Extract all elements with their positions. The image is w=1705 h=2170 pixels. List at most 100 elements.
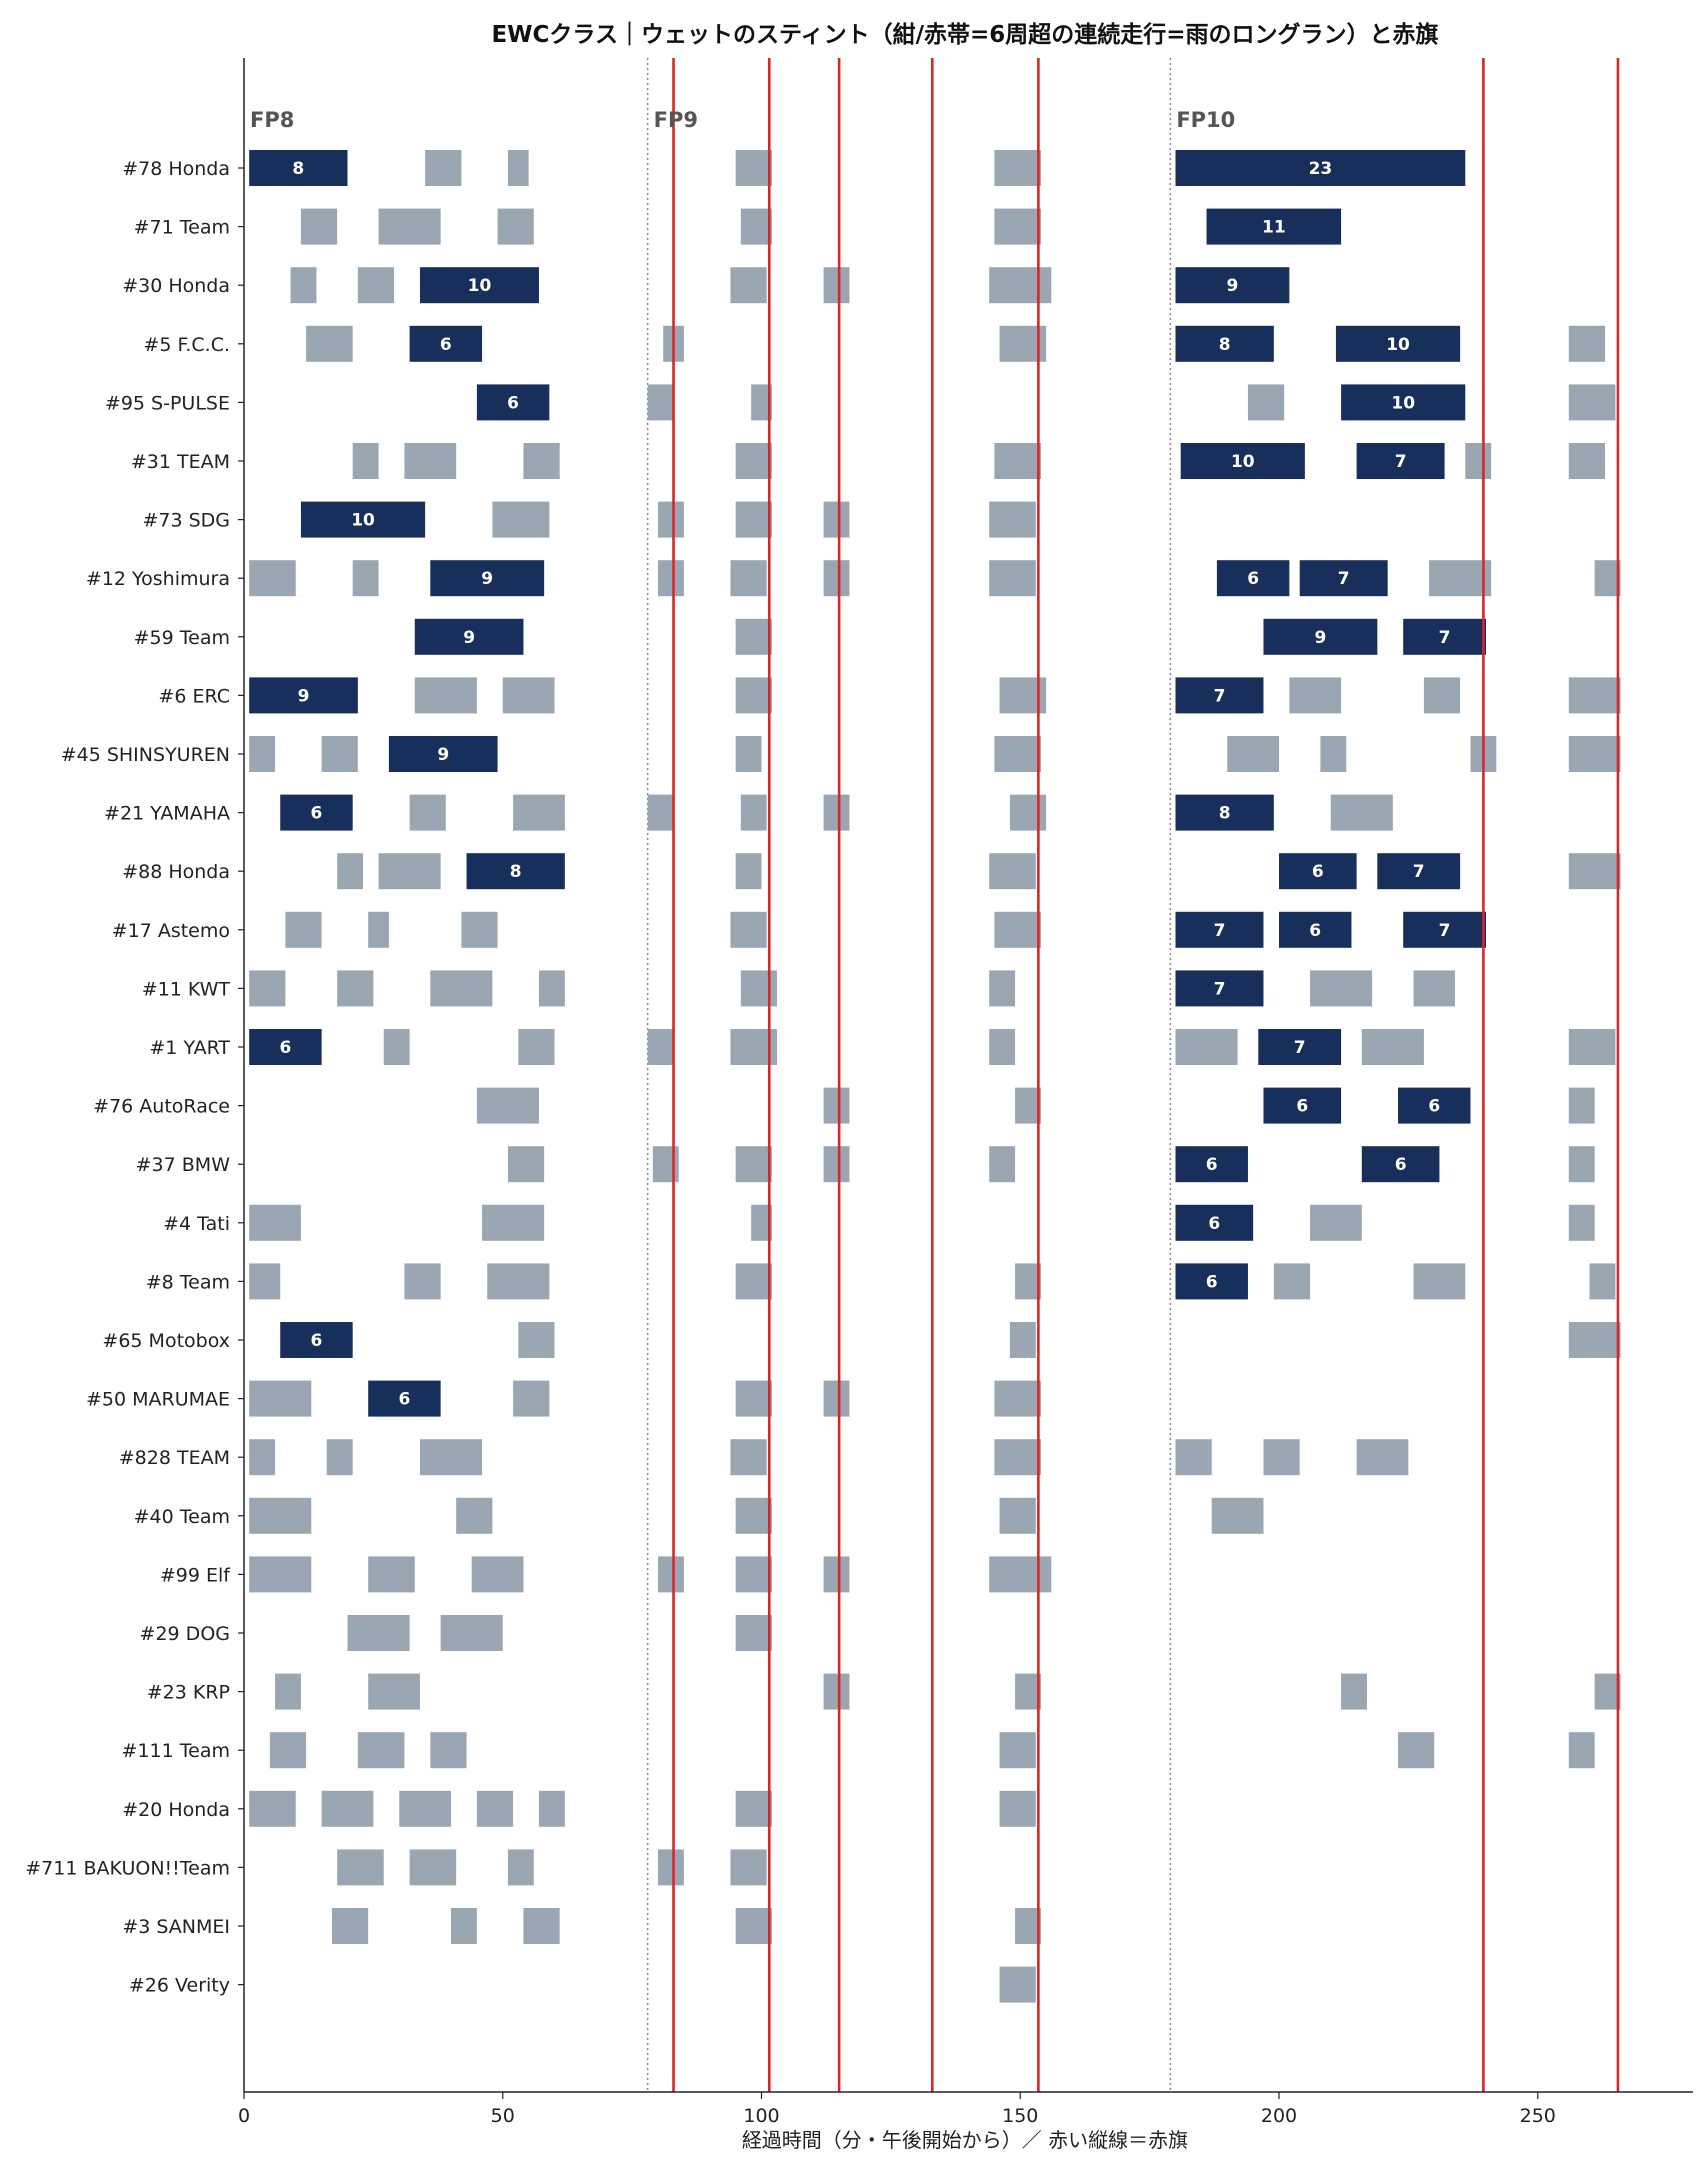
short-run-bar [1413,1263,1466,1300]
lap-count-label: 23 [1309,159,1333,179]
y-tick-label: #5 F.C.C. [143,334,230,356]
short-run-bar [1465,443,1492,479]
short-run-bar [823,267,850,304]
short-run-bar [326,1439,353,1476]
lap-count-label: 7 [1338,569,1350,589]
long-run-bar [1361,1146,1440,1183]
short-run-bar [989,1556,1052,1593]
lap-count-label: 7 [1214,686,1226,706]
long-run-bar [1356,443,1445,479]
short-run-bar [471,1556,524,1593]
long-run-bar [280,794,353,831]
short-run-bar [419,1439,483,1476]
short-run-bar [331,1908,369,1944]
short-run-bar [1310,970,1373,1007]
short-run-bar [497,208,534,245]
x-tick-label: 100 [743,2105,779,2127]
short-run-bar [989,267,1052,304]
long-run-bar [1175,677,1264,714]
lap-count-label: 8 [1219,335,1231,355]
short-run-bar [1568,325,1606,362]
short-run-bar [249,1380,312,1417]
session-dividers [646,58,1172,2092]
short-run-bar [430,970,493,1007]
long-run-bar [1175,970,1264,1007]
y-tick-label: #50 MARUMAE [86,1389,230,1411]
axes [238,58,1693,2099]
lap-count-label: 10 [351,511,375,531]
short-run-bar [321,1790,374,1827]
short-run-bar [523,443,560,479]
long-run-bar [1263,1087,1342,1124]
short-run-bar [823,1380,850,1417]
short-run-bar [249,1204,301,1241]
short-run-bar [730,1849,767,1886]
short-run-bar [492,501,550,538]
short-run-bar [285,911,322,948]
short-run-bar [538,1790,565,1827]
short-run-bar [994,443,1041,479]
y-tick-label: #40 Team [134,1506,230,1528]
short-run-bar [383,1029,410,1065]
short-run-bar [430,1732,467,1769]
short-run-bar [378,208,441,245]
x-tick-label: 250 [1520,2105,1556,2127]
lap-count-label: 9 [437,745,449,765]
short-run-bar [1568,443,1606,479]
y-tick-label: #37 BMW [136,1154,231,1176]
short-run-bar [735,618,772,655]
x-tick-labels: 0 50 100 150 200 250 [238,2105,1556,2127]
long-run-bar [1258,1029,1342,1065]
short-run-bar [994,736,1041,772]
short-run-bar [300,208,338,245]
long-run-bar [476,384,550,421]
short-run-bar [658,560,684,597]
long-run-bar [414,618,524,655]
short-run-bar [249,736,276,772]
short-run-bar [1568,1732,1595,1769]
short-run-bar [735,677,772,714]
lap-count-label: 7 [1439,921,1451,941]
long-run-bar [1175,794,1274,831]
lap-count-label: 8 [510,862,522,882]
short-run-bar [368,911,389,948]
short-run-bar [735,1615,772,1651]
short-run-bar [249,1263,281,1300]
short-run-bar [507,1849,534,1886]
short-run-bar [1568,677,1621,714]
short-run-bar [1568,736,1621,772]
lap-count-label: 6 [1309,921,1321,941]
short-run-bar [1015,1263,1041,1300]
short-run-bar [994,1380,1041,1417]
short-run-bar [1273,1263,1311,1300]
short-run-bar [994,208,1041,245]
short-run-bar [735,443,772,479]
lap-count-label: 6 [1428,1097,1440,1117]
short-run-bar [1568,1087,1595,1124]
lap-count-label: 7 [1395,452,1407,472]
short-run-bar [1398,1732,1435,1769]
long-run-bar [409,325,483,362]
short-run-bar [1310,1204,1362,1241]
session-label-1: FP9 [654,108,698,132]
long-run-bar [280,1322,353,1358]
long-run-bar [1341,384,1466,421]
session-label-2: FP10 [1176,108,1235,132]
x-tick-label: 150 [1002,2105,1038,2127]
short-run-bar [1594,560,1621,597]
short-run-bar [735,1790,772,1827]
long-run-bar [466,853,565,890]
y-tick-labels: #78 Honda #71 Team #30 Honda #5 F.C.C. #95 S… [25,158,231,1997]
x-axis-label: 経過時間（分・午後開始から）／ 赤い縦線＝赤旗 [742,2128,1188,2152]
lap-count-label: 10 [1391,393,1415,413]
long-run-bar [1175,150,1466,186]
short-run-bar [337,970,374,1007]
y-tick-label: #12 Yoshimura [86,568,230,590]
short-run-bar [357,267,395,304]
session-label-0: FP8 [250,108,294,132]
short-run-bar [823,1087,850,1124]
short-run-bar [1361,1029,1424,1065]
short-run-bar [647,1029,674,1065]
short-run-bar [735,1497,772,1534]
short-run-bar [409,794,446,831]
